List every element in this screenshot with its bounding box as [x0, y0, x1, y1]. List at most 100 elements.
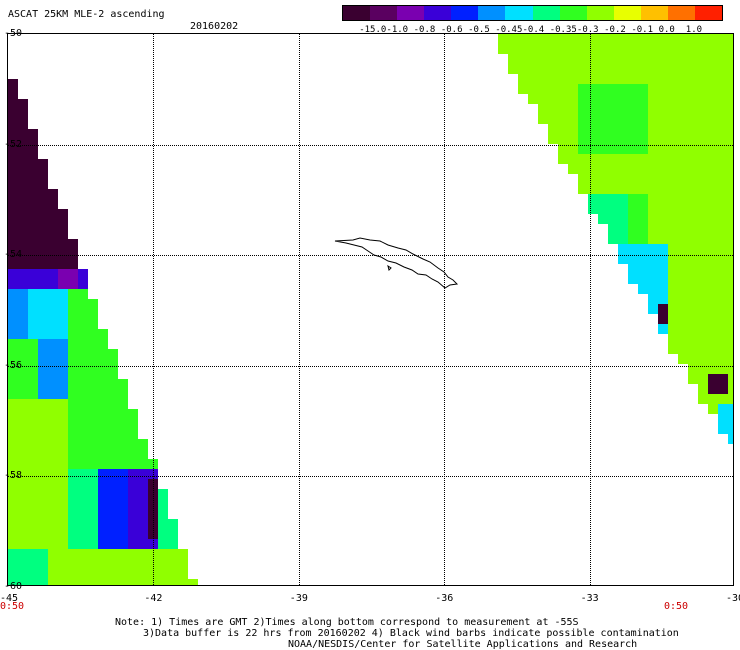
swath-cell	[708, 164, 718, 174]
swath-cell	[28, 359, 38, 369]
swath-cell	[688, 74, 698, 84]
swath-cell	[728, 374, 733, 384]
swath-cell	[28, 529, 38, 539]
swath-cell	[698, 224, 708, 234]
swath-cell	[588, 134, 598, 144]
swath-cell	[128, 459, 138, 469]
swath-cell	[618, 204, 628, 214]
swath-cell	[578, 94, 588, 104]
swath-cell	[508, 64, 518, 74]
swath-cell	[668, 324, 678, 334]
swath-cell	[98, 379, 108, 389]
swath-cell	[8, 289, 18, 299]
swath-cell	[728, 354, 733, 364]
swath-cell	[668, 194, 678, 204]
swath-cell	[728, 394, 733, 404]
swath-cell	[728, 34, 733, 44]
swath-cell	[658, 304, 668, 314]
swath-cell	[678, 284, 688, 294]
swath-cell	[28, 449, 38, 459]
swath-cell	[8, 429, 18, 439]
swath-cell	[718, 34, 728, 44]
swath-cell	[708, 394, 718, 404]
swath-cell	[58, 299, 68, 309]
gridline-latitude	[8, 144, 733, 146]
swath-cell	[658, 194, 668, 204]
swath-cell	[28, 369, 38, 379]
swath-cell	[658, 324, 668, 334]
swath-cell	[698, 274, 708, 284]
swath-cell	[708, 154, 718, 164]
swath-cell	[678, 74, 688, 84]
swath-cell	[548, 64, 558, 74]
swath-cell	[588, 174, 598, 184]
swath-cell	[38, 409, 48, 419]
swath-cell	[708, 54, 718, 64]
swath-cell	[98, 389, 108, 399]
swath-cell	[138, 459, 148, 469]
swath-cell	[28, 179, 38, 189]
swath-cell	[148, 539, 158, 549]
longitude-tick-label: -33	[580, 593, 599, 604]
swath-cell	[178, 559, 188, 569]
swath-cell	[638, 74, 648, 84]
swath-cell	[88, 419, 98, 429]
swath-cell	[718, 294, 728, 304]
swath-cell	[18, 439, 28, 449]
swath-cell	[618, 74, 628, 84]
swath-cell	[58, 209, 68, 219]
swath-cell	[68, 439, 78, 449]
swath-cell	[118, 389, 128, 399]
swath-cell	[118, 419, 128, 429]
swath-cell	[698, 64, 708, 74]
swath-cell	[18, 389, 28, 399]
swath-cell	[648, 184, 658, 194]
swath-cell	[8, 569, 18, 579]
swath-cell	[668, 64, 678, 74]
swath-cell	[48, 499, 58, 509]
swath-cell	[688, 244, 698, 254]
swath-cell	[718, 334, 728, 344]
swath-cell	[688, 264, 698, 274]
swath-cell	[718, 424, 728, 434]
swath-cell	[18, 399, 28, 409]
swath-cell	[638, 94, 648, 104]
swath-cell	[588, 64, 598, 74]
colorbar	[342, 5, 723, 21]
swath-cell	[728, 304, 733, 314]
swath-cell	[28, 259, 38, 269]
swath-cell	[668, 254, 678, 264]
swath-cell	[148, 479, 158, 489]
swath-cell	[138, 489, 148, 499]
longitude-tick-label: -36	[435, 593, 454, 604]
swath-cell	[48, 489, 58, 499]
swath-cell	[78, 569, 88, 579]
swath-cell	[8, 449, 18, 459]
swath-cell	[638, 234, 648, 244]
map-date: 20160202	[190, 21, 239, 32]
swath-cell	[698, 114, 708, 124]
swath-cell	[18, 209, 28, 219]
swath-cell	[88, 359, 98, 369]
swath-cell	[38, 569, 48, 579]
swath-cell	[718, 224, 728, 234]
swath-cell	[8, 219, 18, 229]
swath-cell	[18, 109, 28, 119]
swath-cell	[88, 459, 98, 469]
swath-cell	[598, 104, 608, 114]
swath-cell	[678, 254, 688, 264]
swath-cell	[658, 254, 668, 264]
swath-cell	[8, 529, 18, 539]
swath-cell	[68, 539, 78, 549]
swath-cell	[108, 439, 118, 449]
swath-cell	[728, 334, 733, 344]
swath-cell	[628, 94, 638, 104]
swath-cell	[668, 274, 678, 284]
swath-cell	[678, 294, 688, 304]
swath-cell	[8, 489, 18, 499]
swath-cell	[688, 164, 698, 174]
swath-cell	[88, 449, 98, 459]
swath-cell	[18, 579, 28, 585]
swath-cell	[158, 539, 168, 549]
swath-cell	[608, 124, 618, 134]
